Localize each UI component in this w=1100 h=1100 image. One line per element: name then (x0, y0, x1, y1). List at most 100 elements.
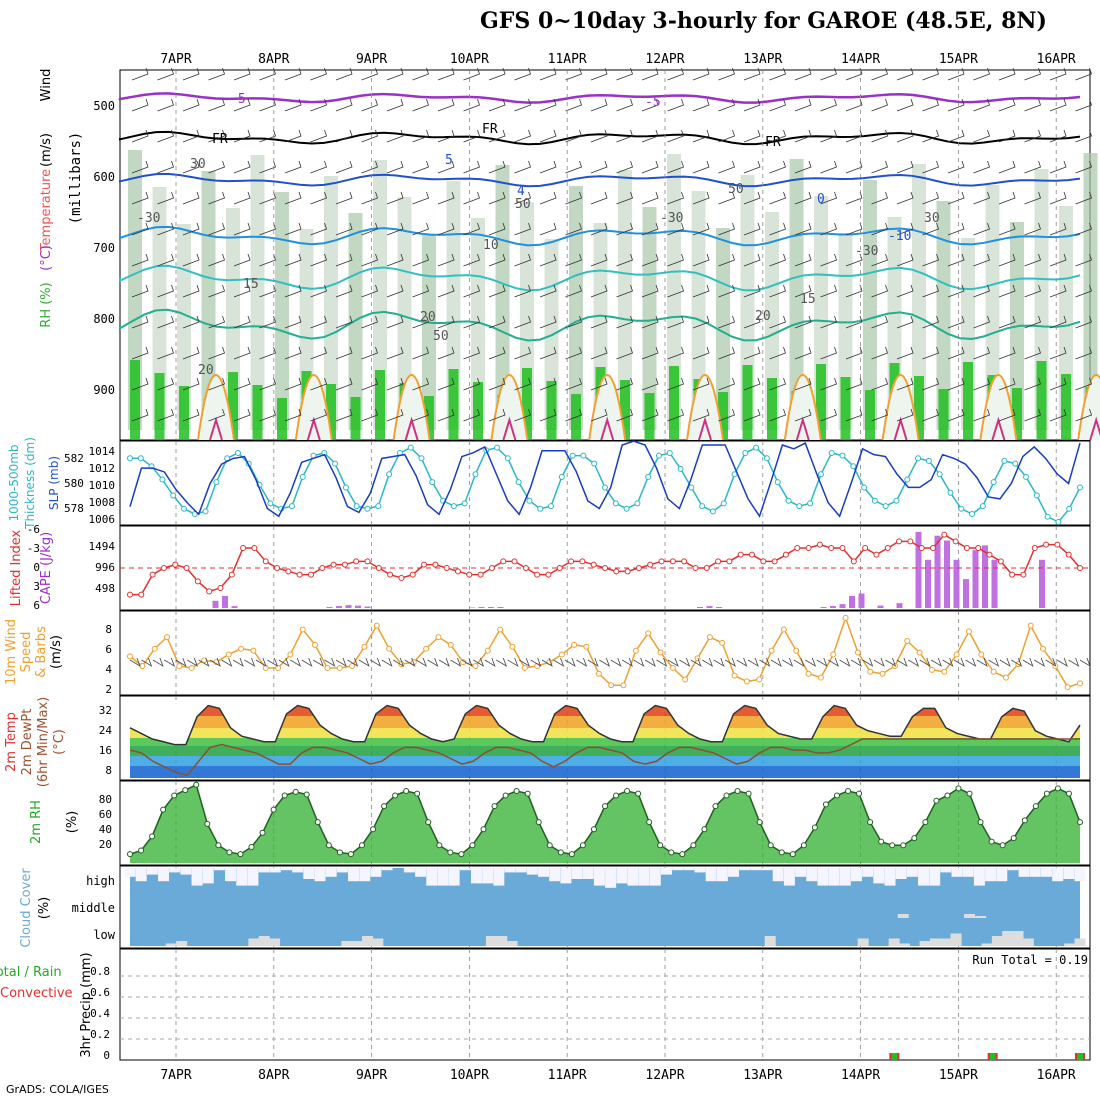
contour-label: -5 (645, 95, 661, 110)
wind-barb (896, 284, 914, 298)
precip-tick-label: 0 (103, 1049, 110, 1062)
cape-bar (345, 605, 352, 608)
wind-barb (871, 98, 889, 112)
wind-speed-series-point (238, 645, 245, 652)
wind-speed-series-point (620, 682, 627, 689)
wind-barb (386, 98, 404, 112)
thickness-series-point (925, 457, 932, 464)
date-label-bottom: 9APR (356, 1068, 387, 1083)
thickness-series-point (450, 503, 457, 510)
thickness-series-point (882, 503, 889, 510)
lifted-index-series-point (1043, 541, 1050, 548)
high-cloud-bar (146, 868, 158, 875)
lifted-index-series-point (296, 571, 303, 578)
high-cloud-bar (213, 868, 225, 871)
high-cloud-bar (348, 868, 360, 882)
wind-barb (244, 657, 256, 667)
high-cloud-bar (169, 868, 181, 873)
wind-speed-series-point (965, 628, 972, 635)
cape-bar (478, 607, 485, 608)
thickness-series-point (785, 497, 792, 504)
cape-bar (231, 606, 238, 608)
slp-tick-label: 1014 (89, 445, 116, 458)
wind-barb (805, 657, 817, 667)
wind-barb (769, 98, 787, 112)
temperature-contour (686, 374, 724, 441)
high-cloud-bar (124, 868, 136, 877)
cape-bar (858, 593, 865, 608)
lifted-index-series-point (635, 565, 642, 571)
temperature-contour (197, 374, 235, 441)
rh-series-point (524, 790, 531, 797)
wind-barb (616, 160, 634, 174)
rh-series-point (215, 842, 222, 849)
rh-series-point (679, 851, 686, 858)
rh-high-shading (938, 389, 949, 440)
rh-shading (618, 170, 632, 430)
wind-barb (998, 253, 1016, 267)
precip-bar (989, 1053, 996, 1060)
wind-barb (998, 129, 1016, 143)
high-cloud-bar (672, 868, 684, 871)
high-cloud-bar (247, 868, 259, 886)
high-cloud-bar (280, 868, 292, 871)
rh-series-point (370, 826, 377, 833)
slp-tick-label: 1008 (89, 496, 116, 509)
wind-barb (233, 222, 251, 236)
rh-series-point (248, 844, 255, 850)
wind-speed-series-point (225, 651, 232, 658)
wind-barb (208, 408, 226, 422)
wind-barb (973, 377, 991, 391)
date-label-bottom: 8APR (258, 1068, 289, 1083)
wind-barb (386, 315, 404, 329)
wind-barb (998, 67, 1016, 81)
thickness-series-point (742, 449, 749, 456)
thickness-series-point (591, 460, 598, 467)
high-cloud-bar (359, 868, 371, 882)
rh-high-shading (448, 369, 459, 440)
wind-barb (590, 284, 608, 298)
pressure-axis-label: (millibars) (68, 132, 84, 225)
wind-barb (131, 222, 149, 236)
wind-barb (692, 346, 710, 360)
rh-shading (569, 186, 583, 430)
cape-bar (1039, 559, 1045, 608)
lifted-index-series-point (963, 545, 970, 551)
wind-barb (310, 98, 328, 112)
wind-speed-series-point (1002, 674, 1009, 681)
lifted-index-series-point (986, 551, 993, 558)
wind-barb (930, 657, 942, 667)
wind-barb (437, 346, 455, 360)
wind-barb (412, 222, 430, 236)
cape-tick-label: 996 (95, 561, 115, 574)
wind-barb (565, 67, 583, 81)
high-cloud-bar (415, 868, 427, 877)
high-cloud-bar (884, 868, 896, 886)
wind-speed-series-point (423, 645, 430, 652)
wind-speed-series-point (373, 622, 380, 629)
wind-barb (973, 222, 991, 236)
wind-barb (845, 408, 863, 422)
wind-barb (209, 657, 221, 667)
wind-barb (310, 191, 328, 205)
wind-barb (259, 98, 277, 112)
wind-barb (437, 160, 455, 174)
rh-series-point (149, 833, 156, 840)
wind-barb (335, 129, 353, 143)
date-label-top: 14APR (841, 52, 880, 67)
temperature-axis-label: 2m Temp (4, 712, 19, 772)
high-cloud-bar (750, 868, 762, 871)
wind-speed-series-point (447, 641, 454, 648)
temperature-contour (1089, 416, 1100, 441)
high-cloud-bar (459, 868, 471, 871)
cape-bar (925, 559, 931, 608)
thickness-series-point (969, 511, 976, 518)
wind-barb (182, 98, 200, 112)
slp-series (129, 440, 1081, 518)
rh-series-point (944, 792, 951, 799)
wind-barb (1075, 408, 1093, 422)
wind-speed-series (129, 615, 1081, 689)
rh-series-point (1032, 803, 1039, 810)
wind-barb (692, 191, 710, 205)
wind-barb (565, 129, 583, 143)
